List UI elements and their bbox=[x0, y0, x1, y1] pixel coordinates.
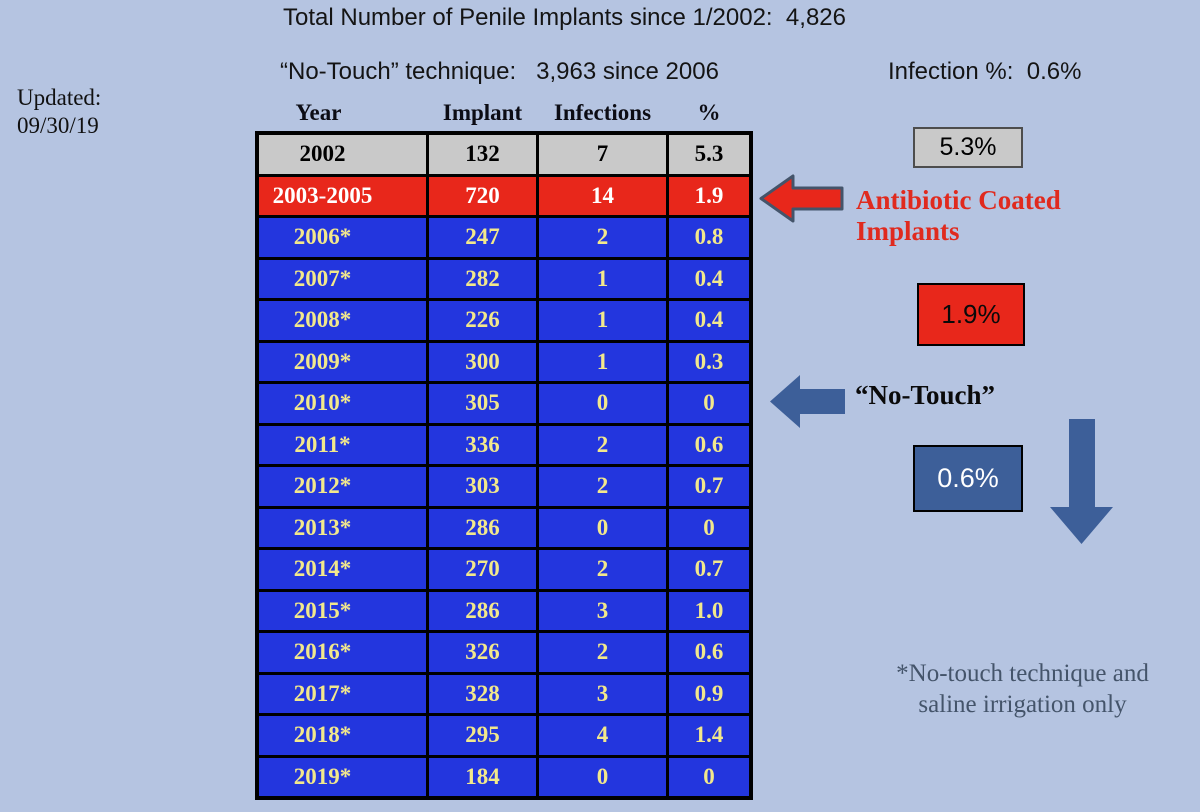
table-cell-infections: 3 bbox=[539, 674, 666, 713]
table-cell-implant: 295 bbox=[429, 716, 536, 755]
table-cell-pct: 1.0 bbox=[669, 591, 749, 630]
table-header-row: Year Implant Infections % bbox=[255, 99, 753, 127]
footnote-line2: saline irrigation only bbox=[918, 691, 1127, 718]
table-cell-year: 2010* bbox=[259, 384, 426, 423]
updated-date: 09/30/19 bbox=[17, 113, 99, 138]
table-cell-infections: 1 bbox=[539, 342, 666, 381]
rate-box-no-touch: 0.6% bbox=[913, 445, 1023, 512]
table-cell-implant: 286 bbox=[429, 591, 536, 630]
antibiotic-label-line1: Antibiotic Coated bbox=[856, 185, 1061, 215]
table-cell-year: 2007* bbox=[259, 259, 426, 298]
table-cell-year: 2009* bbox=[259, 342, 426, 381]
table-cell-year: 2017* bbox=[259, 674, 426, 713]
table-cell-implant: 720 bbox=[429, 176, 536, 215]
footnote: *No-touch technique and saline irrigatio… bbox=[855, 658, 1190, 720]
table-cell-implant: 226 bbox=[429, 301, 536, 340]
table-cell-implant: 336 bbox=[429, 425, 536, 464]
table-cell-implant: 326 bbox=[429, 633, 536, 672]
rate-box-antibiotic: 1.9% bbox=[917, 283, 1025, 346]
table-cell-implant: 300 bbox=[429, 342, 536, 381]
antibiotic-coated-label: Antibiotic Coated Implants bbox=[856, 185, 1061, 247]
table-cell-infections: 0 bbox=[539, 508, 666, 547]
table-cell-infections: 7 bbox=[539, 135, 666, 174]
table-cell-infections: 2 bbox=[539, 467, 666, 506]
table-cell-infections: 2 bbox=[539, 633, 666, 672]
column-header-year: Year bbox=[295, 100, 342, 125]
table-cell-year: 2003-2005 bbox=[259, 176, 426, 215]
table-cell-infections: 2 bbox=[539, 218, 666, 257]
table-cell-pct: 1.9 bbox=[669, 176, 749, 215]
column-header-infections: Infections bbox=[553, 100, 652, 125]
updated-stamp: Updated: 09/30/19 bbox=[17, 84, 101, 140]
footnote-line1: *No-touch technique and bbox=[896, 660, 1149, 687]
table-cell-pct: 5.3 bbox=[669, 135, 749, 174]
table-cell-year: 2016* bbox=[259, 633, 426, 672]
table-cell-pct: 0.6 bbox=[669, 425, 749, 464]
table-cell-infections: 0 bbox=[539, 757, 666, 796]
table-cell-pct: 0.9 bbox=[669, 674, 749, 713]
blue-left-arrow-icon bbox=[770, 375, 845, 428]
page-title: Total Number of Penile Implants since 1/… bbox=[283, 4, 846, 31]
table-cell-pct: 0.4 bbox=[669, 301, 749, 340]
red-left-arrow-icon bbox=[759, 174, 844, 223]
table-cell-infections: 0 bbox=[539, 384, 666, 423]
table-cell-pct: 0 bbox=[669, 508, 749, 547]
table-cell-year: 2013* bbox=[259, 508, 426, 547]
antibiotic-label-line2: Implants bbox=[856, 216, 960, 246]
column-header-percent: % bbox=[697, 100, 721, 125]
table-cell-infections: 14 bbox=[539, 176, 666, 215]
table-cell-infections: 1 bbox=[539, 301, 666, 340]
table-cell-infections: 3 bbox=[539, 591, 666, 630]
down-arrow-icon bbox=[1050, 419, 1113, 544]
column-header-implant: Implant bbox=[442, 100, 523, 125]
table-cell-implant: 247 bbox=[429, 218, 536, 257]
table-cell-implant: 132 bbox=[429, 135, 536, 174]
table-cell-implant: 286 bbox=[429, 508, 536, 547]
table-cell-year: 2019* bbox=[259, 757, 426, 796]
table-cell-implant: 303 bbox=[429, 467, 536, 506]
table-cell-pct: 1.4 bbox=[669, 716, 749, 755]
implant-table: 2002 132 7 5.3 2003-2005 720 14 1.9 2006* 247 2 0.8… bbox=[255, 131, 753, 800]
no-touch-technique-line: “No-Touch” technique: 3,963 since 2006 bbox=[280, 58, 719, 85]
table-cell-pct: 0.8 bbox=[669, 218, 749, 257]
infection-rate-line: Infection %: 0.6% bbox=[888, 58, 1082, 85]
table-cell-implant: 184 bbox=[429, 757, 536, 796]
updated-label: Updated: bbox=[17, 85, 102, 110]
table-cell-pct: 0 bbox=[669, 757, 749, 796]
table-cell-year: 2006* bbox=[259, 218, 426, 257]
table-cell-pct: 0.7 bbox=[669, 550, 749, 589]
table-cell-year: 2018* bbox=[259, 716, 426, 755]
table-cell-implant: 305 bbox=[429, 384, 536, 423]
table-cell-implant: 270 bbox=[429, 550, 536, 589]
table-cell-pct: 0.3 bbox=[669, 342, 749, 381]
rate-box-2002: 5.3% bbox=[913, 127, 1023, 168]
table-cell-year: 2014* bbox=[259, 550, 426, 589]
table-cell-year: 2012* bbox=[259, 467, 426, 506]
table-cell-implant: 328 bbox=[429, 674, 536, 713]
table-cell-pct: 0.4 bbox=[669, 259, 749, 298]
table-cell-implant: 282 bbox=[429, 259, 536, 298]
table-cell-infections: 4 bbox=[539, 716, 666, 755]
no-touch-label: “No-Touch” bbox=[855, 380, 996, 410]
table-cell-year: 2008* bbox=[259, 301, 426, 340]
table-cell-year: 2002 bbox=[259, 135, 426, 174]
table-cell-year: 2011* bbox=[259, 425, 426, 464]
table-cell-pct: 0 bbox=[669, 384, 749, 423]
table-cell-infections: 2 bbox=[539, 550, 666, 589]
table-cell-year: 2015* bbox=[259, 591, 426, 630]
table-cell-infections: 2 bbox=[539, 425, 666, 464]
table-cell-pct: 0.6 bbox=[669, 633, 749, 672]
table-cell-pct: 0.7 bbox=[669, 467, 749, 506]
table-cell-infections: 1 bbox=[539, 259, 666, 298]
